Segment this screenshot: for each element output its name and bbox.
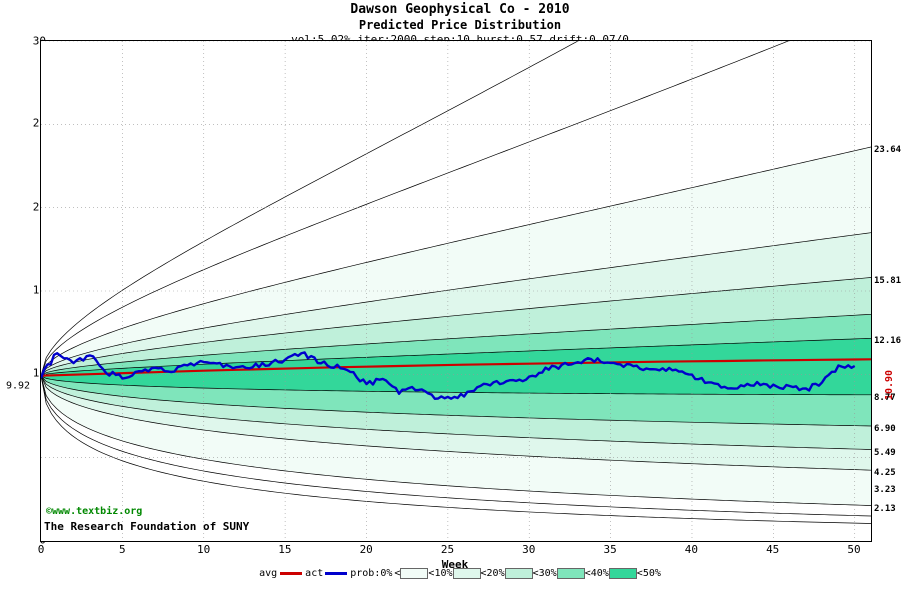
- legend-band-0: <10%: [428, 568, 453, 579]
- x-tick-50: 50: [847, 543, 861, 556]
- legend-item-prob: prob:0%: [325, 568, 392, 579]
- plot-svg: [41, 41, 871, 541]
- right-label-8: 3.23: [874, 485, 896, 496]
- start-price-label: 9.92: [6, 380, 31, 392]
- x-tick-5: 5: [118, 543, 126, 556]
- legend-label-act: act: [305, 568, 324, 579]
- x-tick-35: 35: [603, 543, 617, 556]
- x-tick-40: 40: [684, 543, 699, 556]
- foundation-text: The Research Foundation of SUNY: [44, 520, 250, 533]
- legend-line-avg: [280, 572, 303, 575]
- right-label-0: 23.64: [874, 145, 902, 155]
- x-tick-45: 45: [766, 543, 780, 556]
- right-label-5: 6.90: [874, 424, 896, 434]
- right-label-6: 5.49: [874, 447, 896, 458]
- legend-band-3: <40%: [584, 568, 609, 579]
- legend-label-prob: prob:0%: [350, 568, 393, 579]
- x-tick-20: 20: [359, 543, 373, 556]
- legend-band-1: <20%: [480, 568, 505, 579]
- right-label-9: 2.13: [874, 503, 896, 514]
- legend-swatch-10: [400, 568, 429, 579]
- legend-band-2: <30%: [532, 568, 557, 579]
- x-tick-15: 15: [278, 543, 292, 556]
- right-label-1: 15.81: [874, 275, 902, 286]
- legend-line-act: [325, 572, 348, 575]
- plot-area: [40, 40, 872, 542]
- copyright-text: ©www.textbiz.org: [46, 506, 143, 517]
- right-label-7: 4.25: [874, 468, 896, 479]
- x-tick-10: 10: [196, 543, 211, 556]
- chart-title: Dawson Geophysical Co - 2010: [350, 2, 570, 17]
- chart-legend: avg act prob:0% < <10% <20% <30% <40% <5…: [0, 568, 920, 579]
- legend-swatch-50: [608, 568, 637, 579]
- chart-subtitle: Predicted Price Distribution: [358, 18, 562, 32]
- x-axis-label: Week: [441, 558, 469, 571]
- x-tick-25: 25: [440, 543, 455, 556]
- right-label-2: 12.16: [874, 336, 902, 347]
- legend-band-4: <50%: [636, 568, 661, 579]
- right-label-4: 8.77: [874, 392, 896, 403]
- legend-item-avg: avg act: [259, 568, 323, 579]
- legend-label-avg: avg: [259, 568, 278, 579]
- legend-swatch-30: [504, 568, 533, 579]
- legend-bracket-0: <: [394, 568, 401, 579]
- x-tick-0: 0: [37, 543, 45, 556]
- legend-swatch-20: [452, 568, 481, 579]
- legend-swatch-40: [556, 568, 585, 579]
- x-tick-30: 30: [522, 543, 536, 556]
